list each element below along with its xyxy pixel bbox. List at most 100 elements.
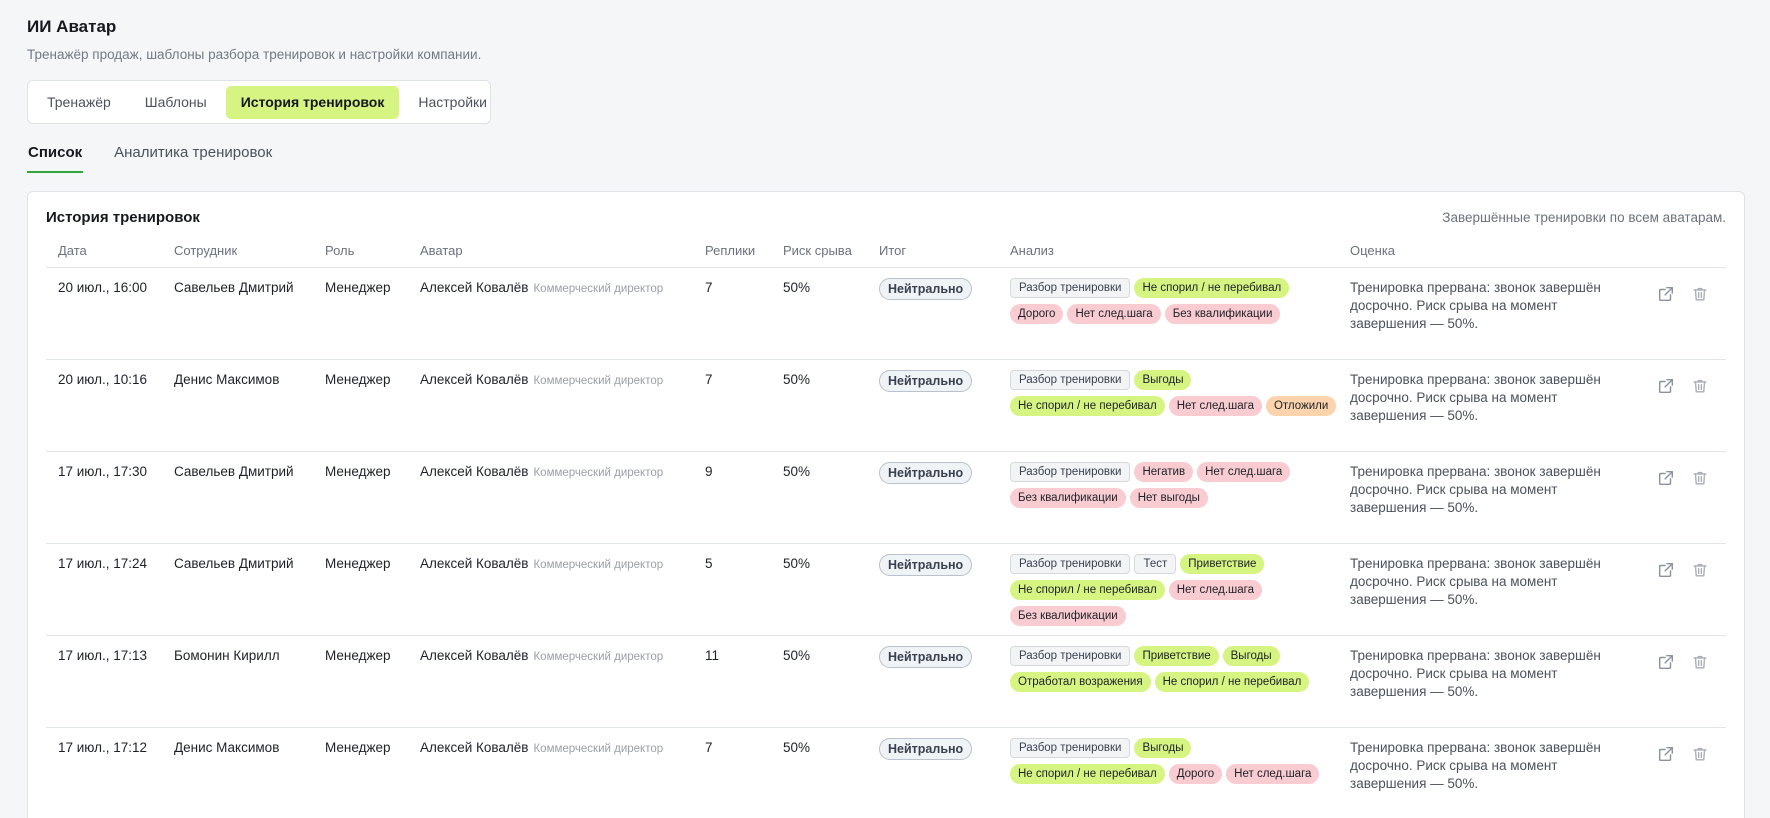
table-row[interactable]: 17 июл., 17:12 Денис Максимов Менеджер А…	[46, 728, 1726, 818]
open-external-icon[interactable]	[1656, 744, 1676, 764]
analysis-tag: Нет след.шага	[1226, 764, 1320, 784]
cell-replies: 5	[705, 556, 713, 571]
header-outcome[interactable]: Итог	[879, 243, 907, 258]
analysis-tag: Нет след.шага	[1067, 304, 1161, 324]
avatar-name: Алексей Ковалёв	[420, 280, 529, 295]
cell-date: 17 июл., 17:30	[58, 464, 148, 479]
open-external-icon[interactable]	[1656, 376, 1676, 396]
cell-role: Менеджер	[325, 740, 391, 755]
analysis-tag: Отложили	[1265, 396, 1337, 416]
cell-employee: Савельев Дмитрий	[174, 556, 294, 571]
header-employee[interactable]: Сотрудник	[174, 243, 238, 258]
cell-avatar: Алексей Ковалёв Коммерческий директор	[420, 648, 663, 663]
header-risk[interactable]: Риск срыва	[783, 243, 852, 258]
cell-assessment: Тренировка прервана: звонок завершён дос…	[1350, 464, 1601, 515]
analysis-tag: Без квалификации	[1010, 606, 1126, 626]
cell-replies: 7	[705, 280, 713, 295]
analysis-tag: Приветствие	[1134, 646, 1219, 666]
cell-employee: Денис Максимов	[174, 372, 280, 387]
cell-role: Менеджер	[325, 464, 391, 479]
header-date[interactable]: Дата	[58, 243, 87, 258]
header-replies[interactable]: Реплики	[705, 243, 756, 258]
delete-trash-icon[interactable]	[1690, 376, 1710, 396]
main-tab-bar: Тренажёр Шаблоны История тренировок Наст…	[27, 80, 491, 124]
cell-date: 17 июл., 17:12	[58, 740, 148, 755]
cell-date: 17 июл., 17:13	[58, 648, 148, 663]
history-card: История тренировок Завершённые тренировк…	[27, 191, 1745, 818]
analysis-tags: Разбор тренировки Тест Приветствие Не спори…	[1010, 554, 1340, 626]
analysis-tag: Нет след.шага	[1168, 396, 1262, 416]
outcome-badge: Нейтрально	[879, 462, 973, 484]
delete-trash-icon[interactable]	[1690, 744, 1710, 764]
cell-risk: 50%	[783, 464, 811, 479]
outcome-badge: Нейтрально	[879, 278, 973, 300]
tab-templates[interactable]: Шаблоны	[144, 94, 207, 110]
open-external-icon[interactable]	[1656, 284, 1676, 304]
tab-trainer[interactable]: Тренажёр	[47, 94, 111, 110]
delete-trash-icon[interactable]	[1690, 652, 1710, 672]
cell-date: 20 июл., 10:16	[58, 372, 148, 387]
card-title: История тренировок	[46, 209, 200, 226]
cell-avatar: Алексей Ковалёв Коммерческий директор	[420, 556, 663, 571]
open-external-icon[interactable]	[1656, 652, 1676, 672]
analysis-tag: Разбор тренировки	[1010, 370, 1131, 390]
avatar-name: Алексей Ковалёв	[420, 372, 529, 387]
table-row[interactable]: 17 июл., 17:13 Бомонин Кирилл Менеджер А…	[46, 636, 1726, 728]
cell-employee: Бомонин Кирилл	[174, 648, 280, 663]
analysis-tag: Выгоды	[1222, 646, 1280, 666]
cell-risk: 50%	[783, 280, 811, 295]
cell-role: Менеджер	[325, 556, 391, 571]
table-body: 20 июл., 16:00 Савельев Дмитрий Менеджер…	[46, 268, 1726, 818]
avatar-role: Коммерческий директор	[533, 467, 664, 479]
header-analysis[interactable]: Анализ	[1010, 243, 1054, 258]
analysis-tag: Без квалификации	[1164, 304, 1281, 324]
cell-avatar: Алексей Ковалёв Коммерческий директор	[420, 464, 663, 479]
cell-assessment: Тренировка прервана: звонок завершён дос…	[1350, 556, 1601, 607]
avatar-name: Алексей Ковалёв	[420, 556, 529, 571]
delete-trash-icon[interactable]	[1690, 284, 1710, 304]
avatar-name: Алексей Ковалёв	[420, 648, 529, 663]
cell-risk: 50%	[783, 372, 811, 387]
header-assessment[interactable]: Оценка	[1350, 243, 1396, 258]
open-external-icon[interactable]	[1656, 468, 1676, 488]
table-row[interactable]: 20 июл., 10:16 Денис Максимов Менеджер А…	[46, 360, 1726, 452]
delete-trash-icon[interactable]	[1690, 560, 1710, 580]
avatar-role: Коммерческий директор	[533, 743, 664, 755]
table-row[interactable]: 17 июл., 17:30 Савельев Дмитрий Менеджер…	[46, 452, 1726, 544]
analysis-tag: Без квалификации	[1010, 488, 1126, 508]
analysis-tag: Дорого	[1168, 764, 1223, 784]
analysis-tag: Не спорил / не перебивал	[1010, 580, 1165, 600]
header-role[interactable]: Роль	[325, 243, 355, 258]
cell-risk: 50%	[783, 556, 811, 571]
subtab-list[interactable]: Список	[27, 140, 84, 173]
analysis-tag: Нет выгоды	[1129, 488, 1208, 508]
sub-tab-bar: Список Аналитика тренировок	[27, 140, 272, 173]
table-row[interactable]: 17 июл., 17:24 Савельев Дмитрий Менеджер…	[46, 544, 1726, 636]
analysis-tags: Разбор тренировки Не спорил / не перебива…	[1010, 278, 1340, 324]
outcome-badge: Нейтрально	[879, 370, 973, 392]
cell-assessment: Тренировка прервана: звонок завершён дос…	[1350, 740, 1601, 791]
subtab-analytics[interactable]: Аналитика тренировок	[114, 144, 273, 161]
card-note: Завершённые тренировки по всем аватарам.	[1442, 210, 1726, 225]
cell-risk: 50%	[783, 648, 811, 663]
header-avatar[interactable]: Аватар	[420, 243, 463, 258]
analysis-tag: Выгоды	[1134, 370, 1192, 390]
table-row[interactable]: 20 июл., 16:00 Савельев Дмитрий Менеджер…	[46, 268, 1726, 360]
tab-settings[interactable]: Настройки	[418, 94, 488, 110]
avatar-role: Коммерческий директор	[533, 375, 664, 387]
analysis-tag: Разбор тренировки	[1010, 278, 1131, 298]
analysis-tag: Не спорил / не перебивал	[1010, 764, 1165, 784]
cell-role: Менеджер	[325, 372, 391, 387]
cell-replies: 11	[705, 648, 720, 663]
tab-training-history[interactable]: История тренировок	[225, 85, 400, 119]
delete-trash-icon[interactable]	[1690, 468, 1710, 488]
cell-employee: Денис Максимов	[174, 740, 280, 755]
page-title: ИИ Аватар	[27, 17, 117, 36]
open-external-icon[interactable]	[1656, 560, 1676, 580]
table-header: Дата Сотрудник Роль Аватар Реплики Риск …	[46, 236, 1726, 268]
cell-employee: Савельев Дмитрий	[174, 464, 294, 479]
cell-role: Менеджер	[325, 648, 391, 663]
analysis-tag: Нет след.шага	[1168, 580, 1262, 600]
cell-risk: 50%	[783, 740, 811, 755]
cell-avatar: Алексей Ковалёв Коммерческий директор	[420, 372, 663, 387]
